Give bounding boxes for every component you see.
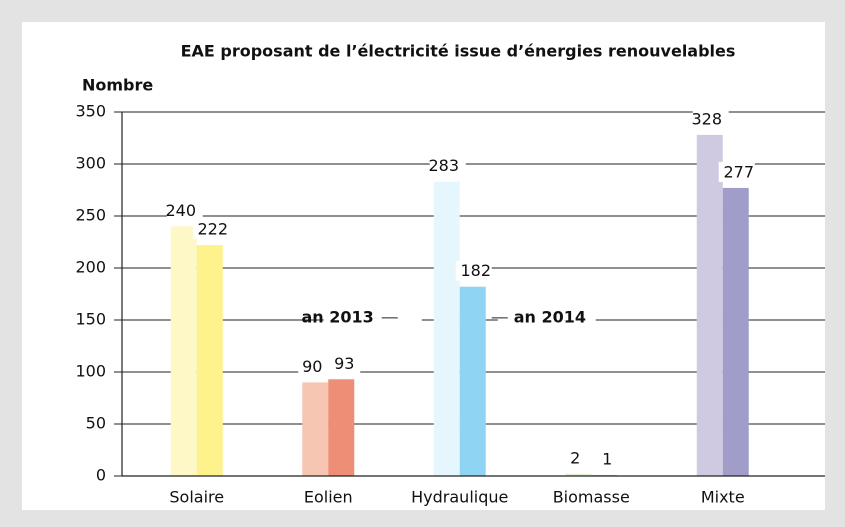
series-label: an 2013 <box>301 307 373 326</box>
x-tick-label: Eolien <box>304 488 353 507</box>
data-label: 93 <box>334 354 354 373</box>
label-background <box>192 219 229 240</box>
y-tick-label: 50 <box>86 414 106 433</box>
label-background <box>455 260 492 281</box>
bar <box>328 379 355 476</box>
bar <box>170 226 197 476</box>
bar <box>196 245 223 476</box>
label-background <box>429 155 466 176</box>
y-tick-label: 100 <box>75 362 106 381</box>
data-label: 182 <box>460 261 491 280</box>
y-tick-label: 150 <box>75 310 106 329</box>
y-tick-label: 0 <box>96 466 106 485</box>
bar <box>565 473 592 476</box>
data-label: 277 <box>723 162 754 181</box>
x-tick-label: Mixte <box>701 488 745 507</box>
y-tick-label: 300 <box>75 154 106 173</box>
data-label: 2 <box>570 448 580 467</box>
series-label: an 2014 <box>514 307 586 326</box>
x-tick-label: Solaire <box>169 488 224 507</box>
y-tick-label: 350 <box>75 102 106 121</box>
label-background <box>323 306 422 329</box>
label-background <box>692 108 729 129</box>
data-label: 90 <box>302 357 322 376</box>
label-background <box>497 306 596 329</box>
chart-panel <box>22 22 825 510</box>
data-label: 240 <box>165 201 196 220</box>
y-axis-label: Nombre <box>82 76 153 95</box>
bar <box>302 382 329 476</box>
x-tick-label: Biomasse <box>553 488 630 507</box>
label-background <box>718 161 755 182</box>
x-tick-label: Hydraulique <box>411 488 508 507</box>
label-background <box>587 448 624 469</box>
data-label: 283 <box>428 156 459 175</box>
y-tick-label: 250 <box>75 206 106 225</box>
label-background <box>166 200 203 221</box>
bar <box>433 181 460 476</box>
bar <box>722 187 749 477</box>
label-background <box>324 353 361 374</box>
data-label: 222 <box>197 220 228 239</box>
data-label: 1 <box>602 449 612 468</box>
bar <box>696 134 723 476</box>
bar <box>459 286 486 476</box>
data-label: 328 <box>691 109 722 128</box>
y-tick-label: 200 <box>75 258 106 277</box>
chart-title: EAE proposant de l’électricité issue d’é… <box>181 42 736 61</box>
